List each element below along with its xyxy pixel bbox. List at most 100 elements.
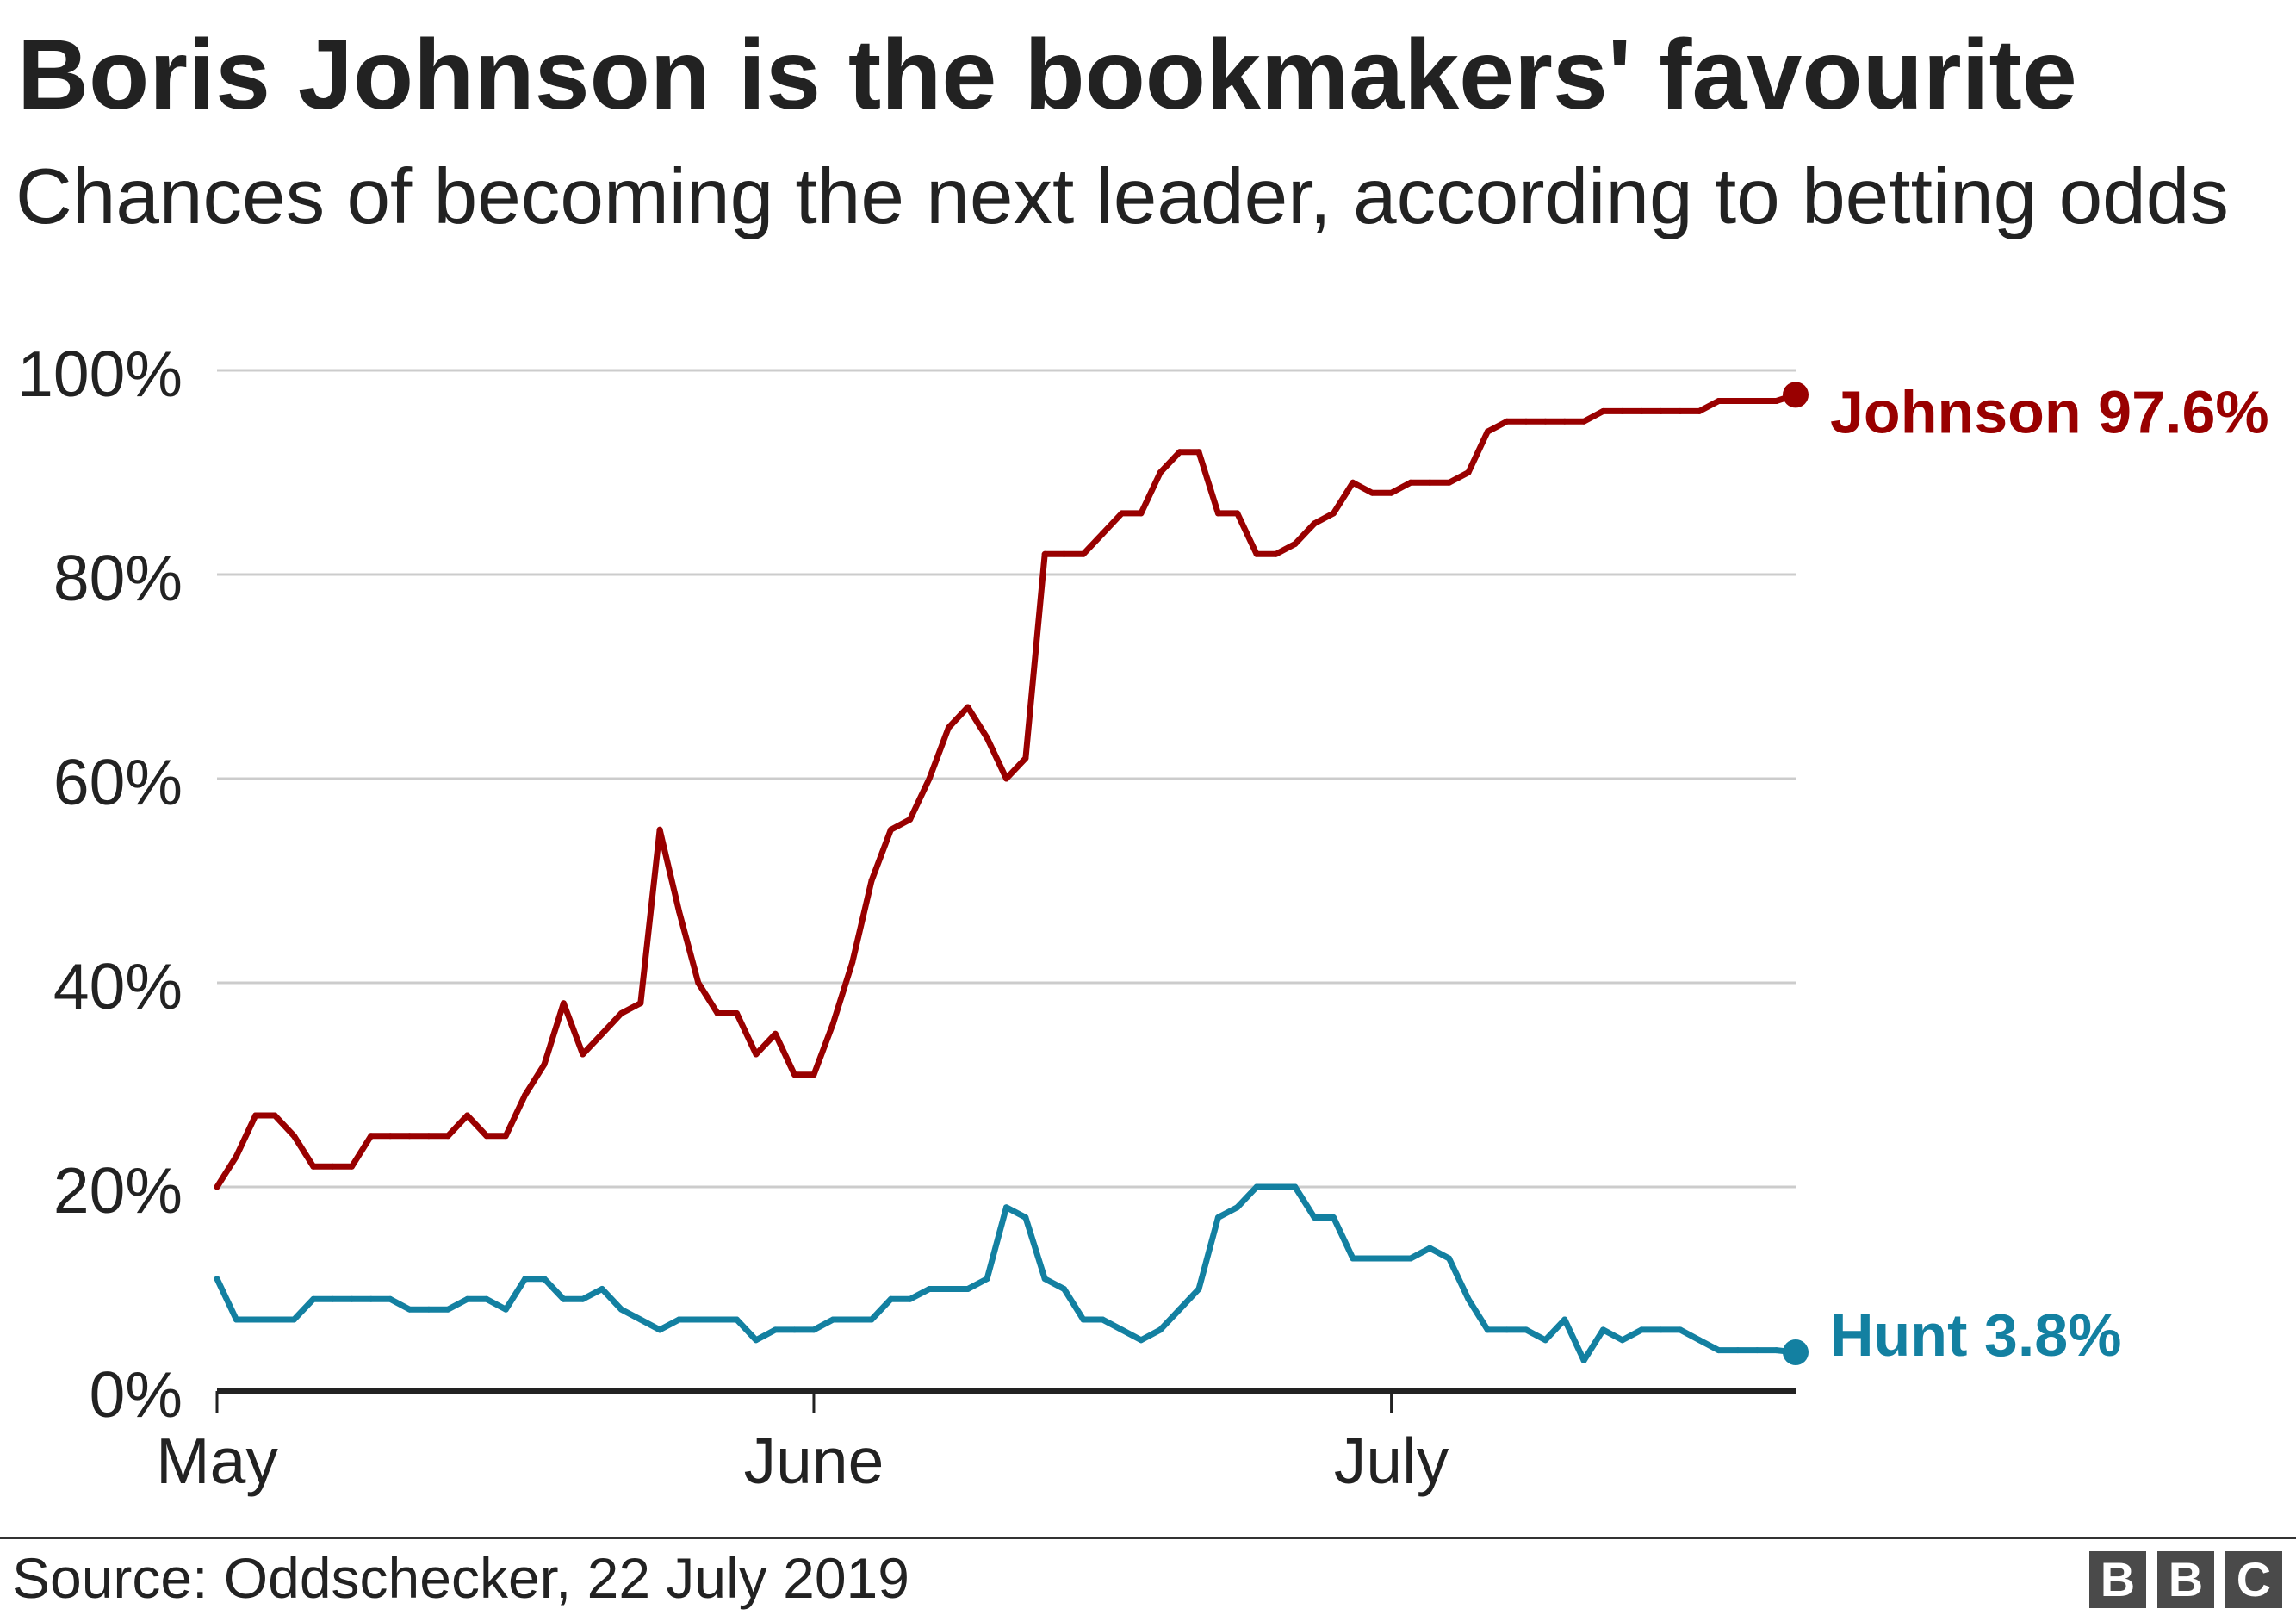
johnson-point [617,1010,624,1016]
johnson-point [1234,510,1241,517]
johnson-point [1580,418,1587,425]
johnson-point [791,1071,798,1078]
johnson-point [1214,510,1221,517]
johnson-point [1600,407,1606,414]
hunt-point [368,1295,375,1302]
hunt-point [1696,1337,1703,1344]
hunt-point [907,1295,914,1302]
hunt-point [714,1316,721,1323]
johnson-point [560,1000,567,1007]
hunt-line [214,1183,1796,1363]
johnson-point [1484,428,1491,435]
johnson-point [810,1071,817,1078]
hunt-point [541,1276,548,1283]
hunt-point [1465,1295,1472,1302]
johnson-point [329,1163,336,1170]
johnson-point [1080,550,1087,557]
chart-title: Boris Johnson is the bookmakers' favouri… [17,20,2077,130]
hunt-point [1138,1337,1145,1344]
hunt-point [617,1306,624,1313]
hunt-point [1446,1255,1453,1262]
johnson-point [233,1153,239,1159]
hunt-point [1195,1286,1202,1292]
johnson-point [1734,398,1741,404]
series-lines [214,382,1809,1365]
bbc-logo-letter: C [2225,1551,2282,1608]
johnson-point [1273,550,1279,557]
x-tick-label: June [744,1425,884,1497]
johnson-point [695,979,702,986]
hunt-point [965,1286,971,1292]
hunt-point [1619,1337,1626,1344]
hunt-point [984,1276,990,1283]
johnson-point [1061,550,1068,557]
johnson-point [907,816,914,823]
hunt-point [1176,1306,1183,1313]
hunt-end-label: Hunt 3.8% [1830,1301,2121,1369]
hunt-end-label-value: 3.8% [1984,1301,2122,1369]
hunt-point [1484,1326,1491,1333]
hunt-point [406,1306,413,1313]
bbc-logo-letter: B [2157,1551,2214,1608]
hunt-point [1234,1204,1241,1211]
y-tick-label: 0% [90,1358,183,1431]
hunt-point [1061,1286,1068,1292]
hunt-point [1273,1183,1279,1190]
hunt-point [1753,1347,1760,1354]
hunt-point [349,1295,355,1302]
hunt-point [599,1286,605,1292]
johnson-point [1195,449,1202,456]
y-tick-label: 20% [53,1154,183,1227]
johnson-end-label-value: 97.6% [2098,378,2268,445]
johnson-point [214,1183,220,1190]
johnson-point [1331,510,1337,517]
hunt-point [1368,1255,1375,1262]
y-tick-label: 80% [53,542,183,614]
johnson-point [1504,418,1511,425]
hunt-point [1331,1214,1337,1221]
hunt-point [290,1316,297,1323]
hunt-point [387,1295,394,1302]
johnson-point [1465,469,1472,475]
johnson-point [1253,550,1260,557]
hunt-point [214,1276,220,1283]
johnson-point [714,1010,721,1016]
johnson-point [637,1000,644,1007]
hunt-end-dot [1783,1339,1809,1365]
hunt-point [1253,1183,1260,1190]
johnson-point [1176,449,1183,456]
footer-rule [0,1537,2296,1539]
johnson-point [522,1091,529,1098]
hunt-point [656,1326,663,1333]
hunt-point [502,1306,509,1313]
johnson-point [1119,510,1126,517]
johnson-point [1542,418,1548,425]
johnson-point [772,1030,779,1037]
johnson-point [849,959,856,966]
johnson-point [1523,418,1530,425]
hunt-point [580,1295,586,1302]
johnson-series [214,382,1809,1190]
y-tick-label: 40% [53,950,183,1022]
hunt-series [214,1183,1809,1365]
y-tick-label: 100% [17,338,183,410]
hunt-point [1600,1326,1606,1333]
johnson-point [753,1051,760,1058]
hunt-point [483,1295,490,1302]
johnson-point [464,1112,471,1119]
hunt-point [329,1295,336,1302]
johnson-point [541,1061,548,1068]
hunt-point [695,1316,702,1323]
hunt-point [1542,1337,1548,1344]
hunt-point [676,1316,682,1323]
johnson-point [1407,479,1414,486]
johnson-point [1003,775,1009,782]
johnson-point [1658,407,1664,414]
y-axis: 0% 20% 40% 60% 80% 100% [17,338,183,1431]
johnson-point [483,1133,490,1140]
johnson-point [1446,479,1453,486]
x-axis: May June July [156,1388,1796,1497]
johnson-point [1041,550,1048,557]
hunt-point [310,1295,317,1302]
johnson-point [868,878,875,884]
